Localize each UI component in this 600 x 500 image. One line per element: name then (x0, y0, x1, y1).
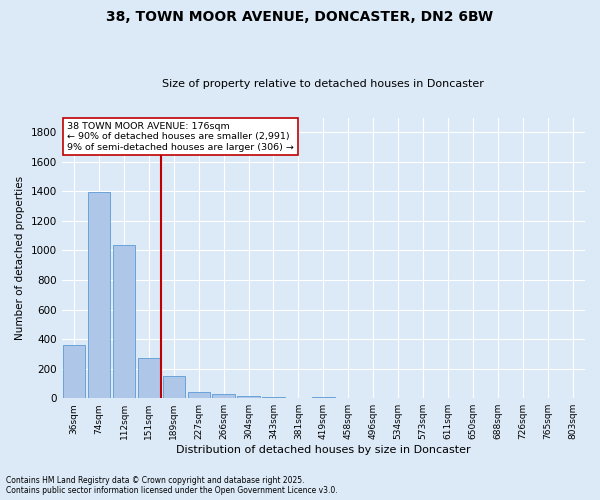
Text: 38 TOWN MOOR AVENUE: 176sqm
← 90% of detached houses are smaller (2,991)
9% of s: 38 TOWN MOOR AVENUE: 176sqm ← 90% of det… (67, 122, 294, 152)
Bar (312, 396, 335, 398)
Bar (63, 345, 85, 398)
Bar (262, 396, 285, 398)
Bar (238, 396, 260, 398)
Y-axis label: Number of detached properties: Number of detached properties (15, 176, 25, 340)
Title: Size of property relative to detached houses in Doncaster: Size of property relative to detached ho… (163, 79, 484, 89)
Text: Contains HM Land Registry data © Crown copyright and database right 2025.
Contai: Contains HM Land Registry data © Crown c… (6, 476, 338, 495)
Bar (188, 392, 210, 398)
Bar (88, 192, 110, 398)
Text: 38, TOWN MOOR AVENUE, DONCASTER, DN2 6BW: 38, TOWN MOOR AVENUE, DONCASTER, DN2 6BW (106, 10, 494, 24)
X-axis label: Distribution of detached houses by size in Doncaster: Distribution of detached houses by size … (176, 445, 470, 455)
Bar (163, 376, 185, 398)
Bar (113, 246, 135, 398)
Bar (137, 358, 160, 398)
Bar (212, 394, 235, 398)
